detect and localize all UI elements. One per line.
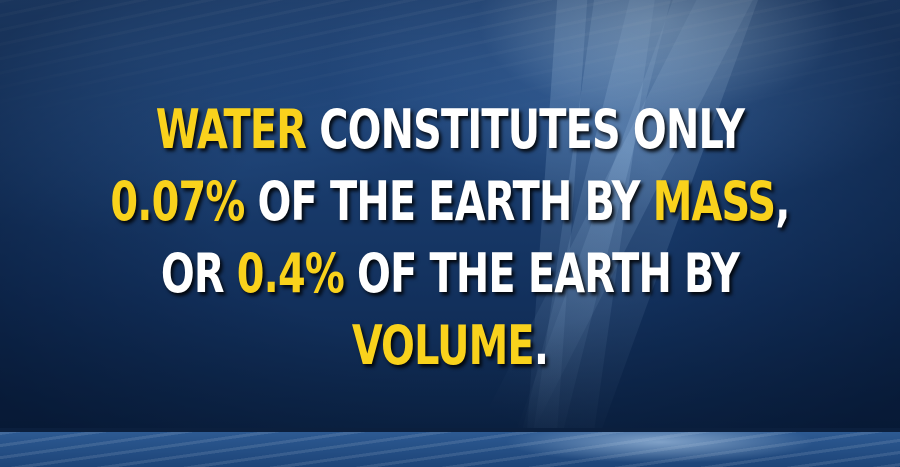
divider bbox=[0, 428, 900, 433]
highlight-number: 0.07% bbox=[110, 170, 245, 233]
highlight-word: VOLUME bbox=[351, 314, 535, 377]
fact-line-1: WATER CONSTITUTES ONLY bbox=[81, 94, 819, 166]
highlight-number: 0.4% bbox=[236, 242, 345, 305]
highlight-word: WATER bbox=[155, 98, 307, 161]
fact-text-segment: OR bbox=[160, 242, 237, 305]
fact-text-segment: OF THE EARTH BY bbox=[244, 170, 653, 233]
fact-text-segment: CONSTITUTES ONLY bbox=[306, 98, 745, 161]
fact-text: WATER CONSTITUTES ONLY 0.07% OF THE EART… bbox=[81, 94, 819, 382]
fact-line-3: OR 0.4% OF THE EARTH BY bbox=[81, 238, 819, 310]
bottom-water-strip bbox=[0, 432, 900, 467]
fact-text-segment: OF THE EARTH BY bbox=[343, 242, 740, 305]
highlight-word: MASS bbox=[652, 170, 776, 233]
fact-line-2: 0.07% OF THE EARTH BY MASS, bbox=[81, 166, 819, 238]
fact-line-4: VOLUME. bbox=[81, 310, 819, 382]
underwater-background bbox=[0, 0, 900, 432]
fact-text-segment: . bbox=[533, 314, 549, 377]
fact-text-segment: , bbox=[775, 170, 790, 233]
water-surface-ripples bbox=[0, 0, 900, 120]
vignette bbox=[0, 0, 900, 432]
